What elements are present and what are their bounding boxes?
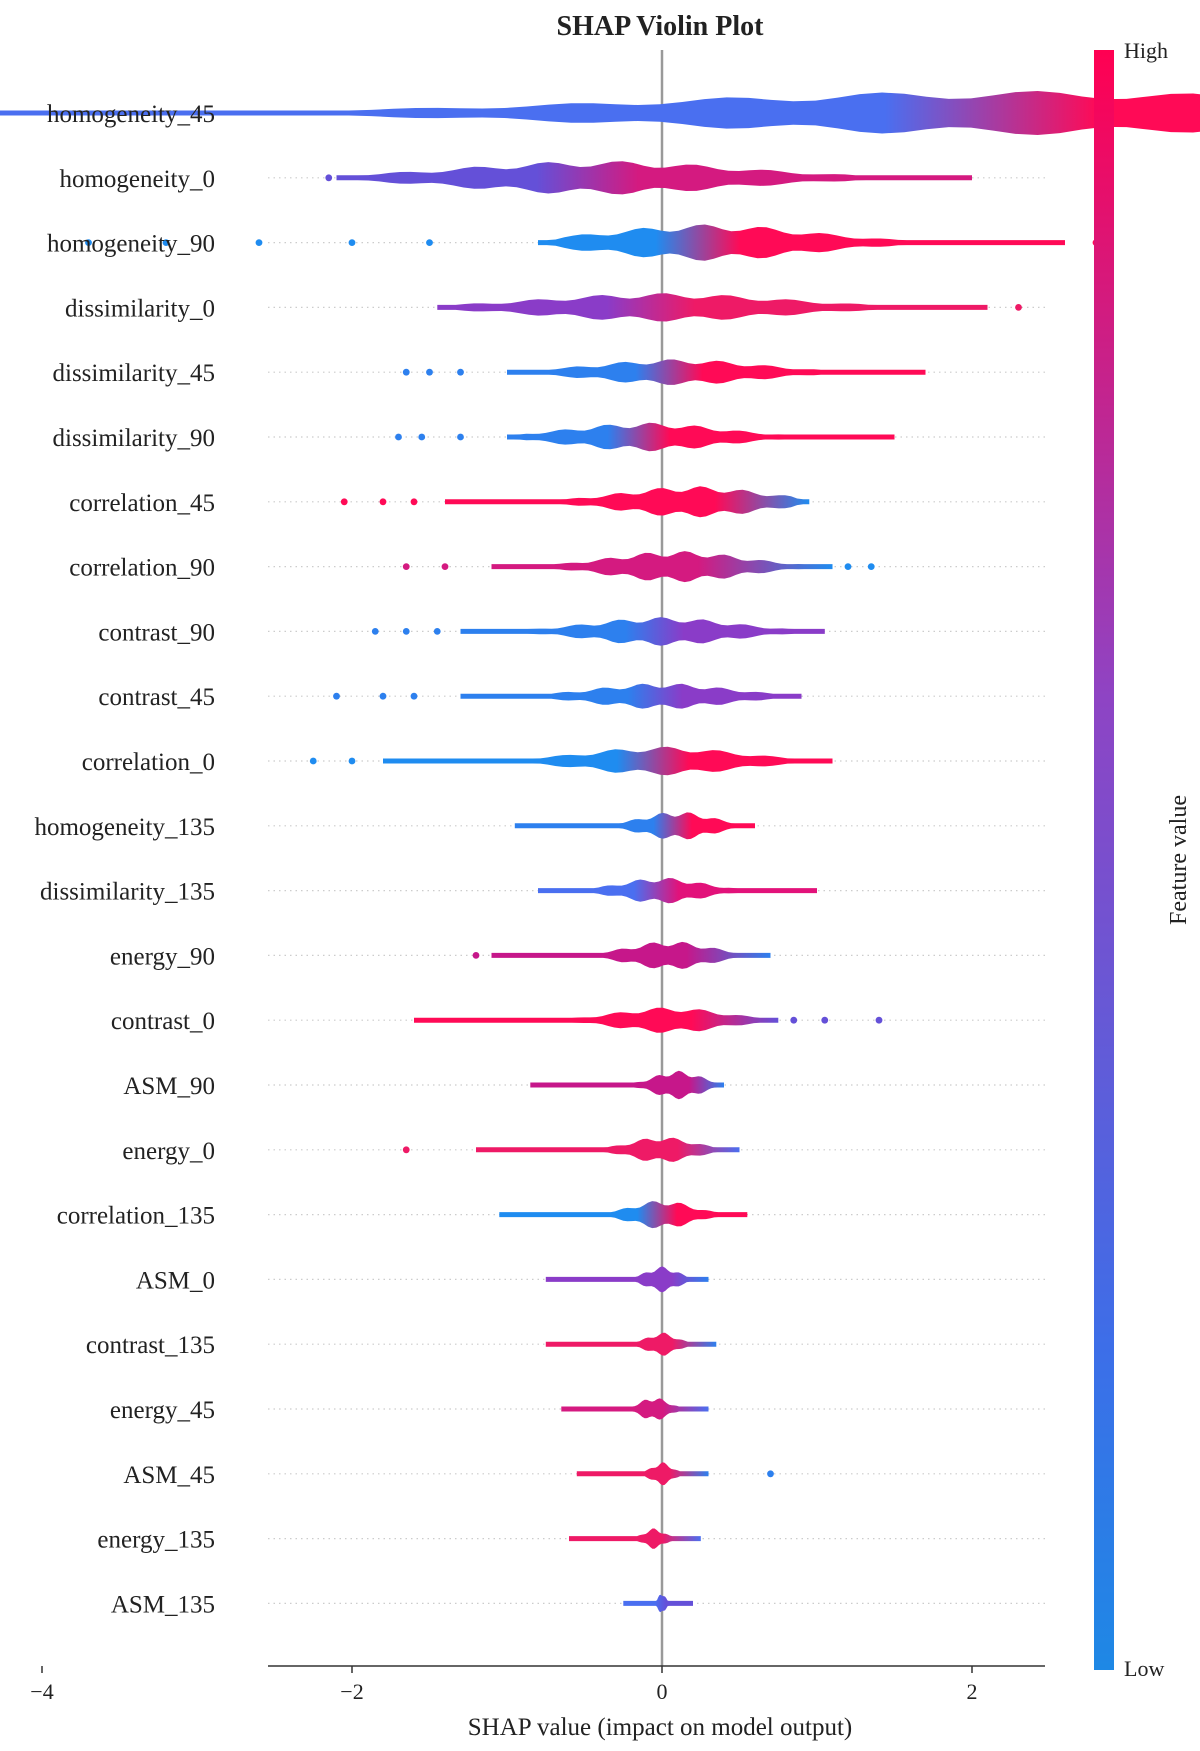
violin-ASM_135 — [623, 1594, 693, 1613]
x-tick-label: 0 — [657, 1679, 668, 1704]
chart-title: SHAP Violin Plot — [557, 11, 765, 42]
outlier-point — [790, 1016, 798, 1024]
outlier-point — [441, 563, 449, 570]
feature-label: contrast_0 — [111, 1008, 215, 1035]
feature-label: dissimilarity_90 — [53, 425, 216, 452]
outlier-point — [821, 1016, 829, 1024]
outlier-point — [402, 368, 410, 376]
violin-dissimilarity_45 — [507, 359, 926, 385]
row-gridlines — [268, 112, 1045, 1605]
outlier-point — [457, 433, 464, 441]
outlier-point — [410, 692, 418, 700]
violin-contrast_135 — [545, 1332, 717, 1356]
outlier-point — [348, 757, 356, 765]
violin-contrast_0 — [414, 1007, 779, 1033]
feature-label: dissimilarity_135 — [40, 879, 215, 906]
outlier-point — [395, 433, 402, 441]
outlier-point — [379, 498, 387, 506]
feature-label: correlation_45 — [69, 490, 215, 517]
outlier-point — [457, 368, 464, 376]
outlier-point — [418, 433, 426, 441]
outlier-point — [255, 239, 263, 247]
feature-label: correlation_0 — [82, 749, 215, 776]
violin-correlation_45 — [445, 486, 810, 518]
outlier-point — [402, 628, 410, 635]
violin-dissimilarity_0 — [437, 293, 988, 322]
outlier-point — [85, 239, 92, 247]
outlier-point — [472, 952, 480, 959]
violin-correlation_0 — [383, 746, 833, 776]
x-tick-label: −4 — [30, 1679, 53, 1704]
feature-label: ASM_90 — [123, 1073, 215, 1100]
violin-dissimilarity_135 — [538, 878, 817, 904]
outlier-point — [348, 239, 356, 247]
feature-labels: homogeneity_45 homogeneity_0 homogeneity_9… — [34, 101, 215, 1618]
violin-homogeneity_135 — [514, 812, 755, 840]
violin-energy_0 — [476, 1137, 740, 1162]
colorbar-title: Feature value — [1166, 795, 1192, 925]
violin-energy_45 — [561, 1398, 709, 1420]
outlier-point — [426, 239, 433, 247]
outlier-point — [371, 628, 379, 635]
outlier-point — [844, 563, 852, 570]
feature-label: ASM_45 — [123, 1462, 215, 1489]
colorbar-high-label: High — [1124, 38, 1168, 63]
outlier-point — [1015, 304, 1022, 311]
outlier-point — [867, 563, 875, 570]
x-axis-label: SHAP value (impact on model output) — [468, 1714, 852, 1741]
outlier-point — [410, 498, 418, 506]
violin-contrast_90 — [460, 617, 825, 646]
outlier-point — [426, 368, 433, 376]
violin-ASM_90 — [530, 1070, 724, 1100]
x-tick-label: 2 — [967, 1679, 978, 1704]
outlier-point — [333, 692, 340, 700]
feature-label: energy_90 — [110, 943, 215, 970]
feature-label: contrast_90 — [98, 619, 215, 646]
outlier-point — [309, 757, 317, 765]
violin-homogeneity_90 — [538, 224, 1065, 261]
feature-label: dissimilarity_45 — [53, 360, 216, 387]
violin-homogeneity_0 — [336, 161, 972, 195]
feature-label: homogeneity_0 — [59, 166, 215, 193]
outlier-point — [162, 239, 170, 247]
feature-label: homogeneity_45 — [47, 101, 215, 128]
x-axis: −4−2024 — [30, 1665, 1045, 1704]
feature-label: contrast_45 — [98, 684, 215, 711]
outlier-point — [340, 498, 348, 506]
x-tick-label: −2 — [340, 1679, 363, 1704]
feature-label: contrast_135 — [86, 1332, 215, 1359]
violin-energy_135 — [569, 1528, 701, 1549]
outlier-point — [402, 1146, 410, 1154]
outlier-point — [433, 628, 441, 635]
feature-label: correlation_90 — [69, 555, 215, 582]
feature-label: energy_135 — [97, 1527, 215, 1554]
feature-label: homogeneity_90 — [47, 231, 215, 258]
feature-label: ASM_0 — [136, 1267, 215, 1294]
violin-contrast_45 — [460, 683, 802, 709]
feature-label: ASM_135 — [111, 1591, 215, 1618]
colorbar-gradient — [1094, 50, 1114, 1670]
colorbar-low-label: Low — [1124, 1656, 1164, 1681]
feature-label: homogeneity_135 — [34, 814, 215, 841]
violin-ASM_0 — [545, 1266, 709, 1293]
violin-homogeneity_45 — [0, 91, 1200, 135]
violin-energy_90 — [491, 941, 771, 969]
outlier-point — [402, 563, 410, 570]
violins — [0, 91, 1200, 1613]
outlier-point — [767, 1470, 774, 1478]
violin-correlation_90 — [491, 551, 833, 583]
violin-correlation_135 — [499, 1201, 748, 1229]
feature-label: energy_0 — [122, 1138, 215, 1165]
violin-dissimilarity_90 — [507, 422, 895, 452]
outlier-point — [875, 1016, 883, 1024]
outlier-point — [325, 174, 333, 182]
colorbar: High Low Feature value — [1094, 38, 1192, 1681]
feature-label: dissimilarity_0 — [65, 295, 215, 322]
feature-label: correlation_135 — [57, 1203, 215, 1230]
feature-label: energy_45 — [110, 1397, 215, 1424]
outlier-point — [379, 692, 387, 700]
violin-ASM_45 — [576, 1462, 709, 1486]
